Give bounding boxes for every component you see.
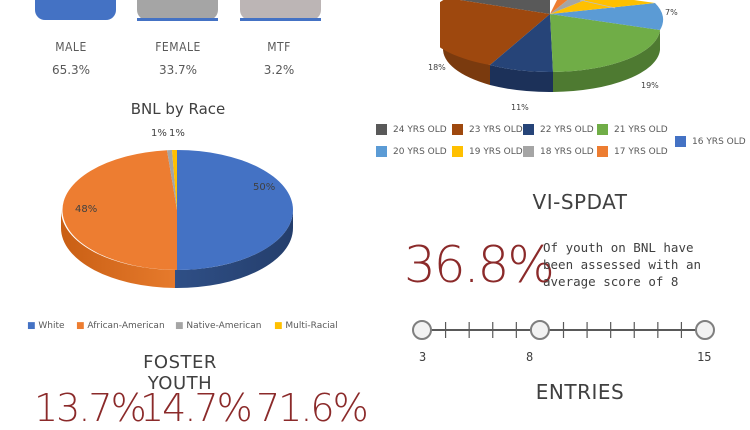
age-slice-21-side	[553, 30, 660, 92]
scale-value-marker	[529, 320, 550, 340]
race-legend-african-american: ■ African-American	[76, 321, 165, 331]
gender-disc-male	[35, 0, 116, 20]
age-legend-21: 21 YRS OLD	[597, 124, 668, 135]
vispdat-description-line-2: been assessed with an	[543, 257, 702, 272]
gender-pct-mtf: 3.2%	[263, 63, 295, 77]
race-legend-white: ■ White	[27, 321, 65, 331]
age-slice-18	[550, 0, 585, 14]
age-slice-22-side	[490, 65, 553, 93]
vispdat-description-line-1: Of youth on BNL have	[543, 240, 694, 255]
age-data-label-23: 18%	[428, 63, 446, 72]
race-data-label-african-american: 48%	[75, 204, 97, 215]
vispdat-title: VI-SPDAT	[532, 190, 628, 214]
age-leader-line	[579, 0, 616, 9]
foster-youth-value-3: 71.6%	[256, 386, 369, 430]
age-slice-23	[440, 0, 550, 65]
vispdat-description: Of youth on BNL have been assessed with …	[543, 239, 701, 290]
scale-label-value: 8	[526, 350, 534, 364]
gender-disc-female-fill	[137, 18, 218, 21]
race-chart-title: BNL by Race	[130, 100, 226, 118]
race-slice-african-american	[62, 150, 177, 270]
age-legend-16: 16 YRS OLD	[675, 136, 746, 147]
age-data-label-20: 7%	[665, 8, 678, 17]
foster-youth-title: FOSTER YOUTH	[143, 352, 217, 394]
scale-max-marker	[695, 320, 715, 340]
age-slice-20	[550, 3, 664, 30]
race-data-label-multi-racial-top: 1%	[169, 128, 185, 139]
age-slice-21	[550, 14, 660, 72]
gender-disc-female	[137, 0, 218, 20]
race-slice-native-american	[167, 150, 177, 210]
vispdat-description-line-3: average score of 8	[543, 274, 679, 289]
gender-label-male: MALE	[55, 40, 87, 54]
gender-discs	[35, 0, 321, 21]
scale-label-max: 15	[697, 350, 712, 364]
race-slice-white	[177, 150, 293, 270]
scale-label-min: 3	[419, 350, 427, 364]
gender-label-female: FEMALE	[155, 40, 201, 54]
race-legend-native-american: ■ Native-American	[175, 321, 262, 331]
age-legend-18: 18 YRS OLD	[523, 146, 594, 157]
race-slice-african-american-side	[60, 210, 175, 288]
age-legend-17: 17 YRS OLD	[597, 146, 668, 157]
gender-pct-female: 33.7%	[158, 63, 198, 77]
gender-disc-mtf-fill	[240, 18, 321, 21]
race-slice-multi-racial	[172, 149, 177, 210]
age-legend-23: 23 YRS OLD	[452, 124, 523, 135]
foster-youth-value-2: 14.7%	[140, 386, 253, 430]
age-legend-22: 22 YRS OLD	[523, 124, 594, 135]
race-data-label-native-american-top: 1%	[151, 128, 167, 139]
age-data-label-22: 11%	[511, 103, 529, 112]
age-legend-20: 20 YRS OLD	[376, 146, 447, 157]
gender-pct-male: 65.3%	[51, 63, 91, 77]
race-pie-chart: 50% 48%	[60, 149, 293, 289]
gender-label-mtf: MTF	[267, 40, 291, 54]
age-data-label-21: 19%	[641, 81, 659, 90]
foster-youth-value-1: 13.7%	[34, 386, 147, 430]
age-slice-22	[490, 14, 553, 73]
vispdat-percentage: 36.8%	[404, 236, 555, 294]
age-slice-17	[550, 0, 568, 14]
age-legend-19: 19 YRS OLD	[452, 146, 523, 157]
race-legend-multi-racial: ■ Multi-Racial	[274, 321, 338, 331]
vispdat-score-scale	[412, 320, 715, 340]
gender-disc-mtf	[240, 0, 321, 20]
race-data-label-white: 50%	[253, 182, 275, 193]
race-slice-white-side	[175, 210, 293, 289]
age-pie-chart	[440, 0, 664, 93]
scale-min-marker	[412, 320, 432, 340]
entries-title: ENTRIES	[535, 380, 625, 404]
age-legend-24: 24 YRS OLD	[376, 124, 447, 135]
